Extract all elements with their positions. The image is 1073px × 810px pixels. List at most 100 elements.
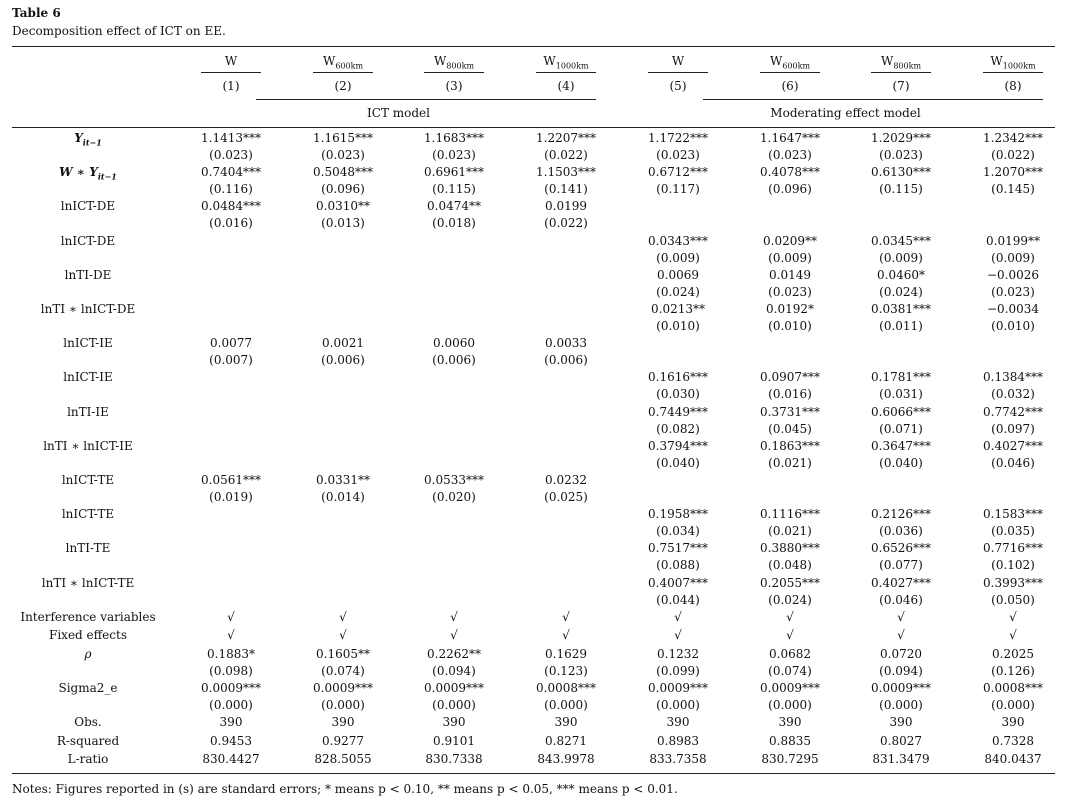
row-label: lnTI-IE [67,405,109,419]
standard-error: (0.082) [656,421,700,436]
standard-error: (0.006) [432,353,476,368]
standard-error: (0.009) [991,250,1035,265]
coefficient: 0.0009*** [424,681,484,695]
column-underline [536,72,596,73]
standard-error: (0.023) [432,148,476,162]
standard-error: (0.030) [656,387,700,402]
coefficient: 0.6130*** [871,165,931,180]
standard-error: (0.023) [768,284,812,299]
row-label-sub: it−1 [82,137,102,148]
group-rule [256,99,596,100]
standard-error: (0.044) [656,592,700,607]
row-label: Interference variables [20,610,155,624]
column-sub: 600km [782,61,811,71]
standard-error: (0.116) [209,182,253,197]
row-label-sub: it−1 [97,171,117,182]
column-underline [760,72,820,73]
coefficient: 0.0199** [986,233,1040,248]
coefficient: √ [562,609,570,624]
standard-error: (0.035) [991,524,1035,539]
column-sub: 800km [893,61,922,71]
standard-error: (0.016) [209,216,253,231]
coefficient: 0.9277 [322,733,364,748]
coefficient: 0.0008*** [983,681,1043,695]
column-base: W [543,54,556,68]
coefficient: 0.1605** [316,646,370,661]
coefficient: 0.2126*** [871,507,931,522]
column-underline [983,72,1043,73]
coefficient: 0.4078*** [760,165,820,180]
row-label: lnICT-TE [62,473,114,487]
coefficient: 0.1116*** [760,507,820,522]
standard-error: (0.019) [209,490,253,504]
coefficient: 1.2029*** [871,131,931,145]
coefficient: 1.2207*** [536,131,596,145]
coefficient: 0.0192* [766,302,814,316]
coefficient: 840.0437 [984,752,1042,767]
coefficient: 0.0009*** [313,681,373,695]
standard-error: (0.126) [991,663,1035,678]
column-base: W [224,54,238,68]
coefficient: √ [786,609,794,624]
coefficient: 0.2055*** [760,575,820,590]
coefficient: 1.2342*** [983,131,1043,145]
coefficient: 0.0460* [877,267,925,282]
coefficient: 0.0209** [763,233,817,248]
coefficient: 0.0009*** [871,681,931,695]
coefficient: 0.2025 [992,646,1034,661]
coefficient: 1.1615*** [313,131,373,145]
standard-error: (0.000) [209,698,253,712]
row-label: L-ratio [68,752,109,766]
coefficient: √ [227,628,235,643]
column-number: (4) [557,79,575,93]
row-label-text: Fixed effects [49,628,127,643]
standard-error: (0.014) [321,490,365,504]
standard-error: (0.018) [432,216,476,231]
standard-error: (0.000) [321,698,365,712]
row-label-text: lnICT-TE [61,507,115,522]
row-label-text: lnTI-IE [67,404,109,419]
coefficient: 0.3647*** [871,438,931,453]
notes: Notes: Figures reported in (s) are stand… [12,782,678,796]
group-label: ICT model [367,106,430,120]
coefficient: 828.5055 [314,752,372,767]
coefficient: √ [227,609,235,624]
coefficient: 0.1958*** [648,507,708,522]
header-rule [12,127,1055,128]
coefficient: 830.7295 [761,752,819,767]
bottom-rule [12,773,1055,774]
column-number: (6) [781,79,799,93]
coefficient: 390 [1001,715,1025,730]
standard-error: (0.096) [321,182,365,197]
standard-error: (0.000) [991,698,1035,712]
column-sub: 800km [446,61,475,71]
standard-error: (0.010) [656,319,700,333]
row-label: lnTI ∗ lnICT-TE [42,576,134,590]
top-rule [12,46,1055,47]
column-number: (7) [892,79,910,93]
column-sub: 1000km [555,61,589,71]
standard-error: (0.115) [432,182,476,197]
standard-error: (0.094) [432,663,476,678]
coefficient: 0.1384*** [983,370,1043,385]
standard-error: (0.022) [544,216,588,231]
coefficient: 0.0682 [769,646,811,661]
column-underline [313,72,373,73]
row-label: lnTI-DE [65,268,112,282]
row-label: lnTI ∗ lnICT-DE [41,302,135,316]
standard-error: (0.088) [656,558,700,573]
standard-error: (0.024) [768,592,812,607]
coefficient: 0.0077 [210,336,252,351]
coefficient: 0.3993*** [983,575,1043,590]
coefficient: 0.0213** [651,302,705,316]
standard-error: (0.010) [768,319,812,333]
row-label-text: Y [74,131,83,145]
coefficient: 0.7716*** [983,541,1043,556]
standard-error: (0.036) [879,524,923,539]
coefficient: 0.9101 [433,733,475,748]
row-label: R-squared [57,734,119,748]
coefficient: 0.0484*** [201,199,261,214]
row-label: ρ [84,647,91,661]
coefficient: 0.0310** [316,199,370,214]
standard-error: (0.022) [991,148,1035,162]
